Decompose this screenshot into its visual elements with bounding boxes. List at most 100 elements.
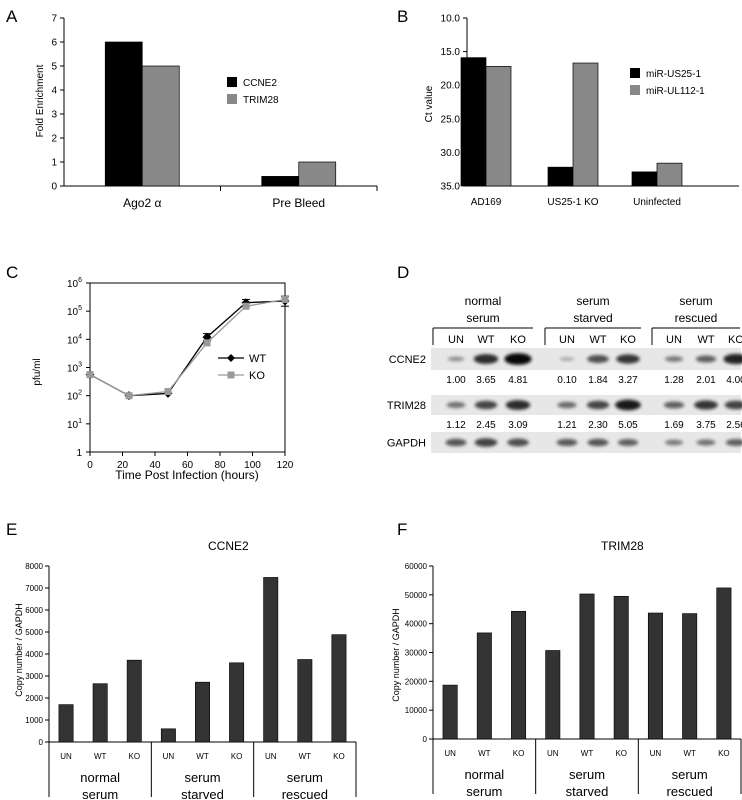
y-tick-label: 1 — [76, 448, 82, 459]
y-tick-label: 2 — [51, 134, 57, 145]
x-tick-label: 20 — [117, 460, 129, 471]
chart-e-ylabel: Copy number / GAPDH — [14, 603, 24, 697]
x-tick-label: WT — [683, 749, 696, 758]
bar — [160, 728, 176, 743]
band-value: 1.12 — [446, 420, 466, 431]
y-tick-label: 0 — [423, 735, 428, 744]
band-value: 2.01 — [696, 375, 716, 386]
blot-membrane — [431, 432, 741, 453]
chart-c-xlabel: Time Post Infection (hours) — [115, 468, 259, 482]
blot-band — [446, 401, 466, 409]
bar — [647, 612, 663, 740]
group-label: serum — [679, 294, 712, 308]
blot-label: TRIM28 — [387, 400, 426, 412]
y-tick-label: 0 — [39, 738, 44, 747]
y-tick-label: 35.0 — [441, 182, 461, 193]
legend-swatch — [630, 68, 640, 78]
y-tick-label: 30.0 — [441, 148, 461, 159]
x-tick-label: UN — [163, 752, 175, 761]
panel-letter-a: A — [6, 7, 18, 26]
blot-band — [559, 357, 575, 361]
lane-label: WT — [589, 334, 606, 346]
y-tick-label: 3 — [51, 110, 57, 121]
x-tick-label: UN — [650, 749, 662, 758]
panel-letter-d: D — [397, 263, 409, 282]
legend-swatch — [630, 85, 640, 95]
bar — [126, 659, 142, 743]
y-tick-label: 6 — [51, 38, 57, 49]
blot-band — [587, 438, 609, 447]
band-value: 3.65 — [476, 375, 496, 386]
group-label: normal — [464, 767, 504, 782]
blot-membrane — [431, 348, 741, 370]
band-value: 4.81 — [508, 375, 528, 386]
lane-label: WT — [697, 334, 714, 346]
data-point — [86, 371, 94, 379]
bar — [716, 587, 732, 740]
legend-marker — [227, 354, 235, 362]
panel-letter-f: F — [397, 520, 407, 539]
blot-band — [587, 355, 609, 363]
lane-label: KO — [728, 334, 742, 346]
band-value: 4.00 — [726, 375, 742, 386]
group-label: starved — [181, 787, 224, 800]
group-label: normal — [80, 770, 120, 785]
data-point — [281, 295, 289, 303]
blot-label: CCNE2 — [389, 354, 426, 366]
blot-band — [615, 399, 641, 411]
panel-letter-b: B — [397, 7, 408, 26]
x-tick-label: Ago2 α — [123, 196, 161, 210]
band-value: 1.84 — [588, 375, 608, 386]
blot-band — [473, 354, 499, 364]
x-tick-label: KO — [333, 752, 345, 761]
bar — [442, 684, 458, 740]
x-tick-label: US25-1 KO — [547, 197, 598, 208]
x-tick-label: KO — [128, 752, 140, 761]
x-tick-label: 0 — [87, 460, 93, 471]
data-point — [242, 302, 250, 310]
y-tick-label: 104 — [67, 333, 82, 346]
bar — [511, 610, 527, 740]
group-label: rescued — [282, 787, 328, 800]
bar — [141, 65, 180, 187]
y-tick-label: 4000 — [25, 650, 43, 659]
y-tick-label: 5 — [51, 62, 57, 73]
x-tick-label: UN — [444, 749, 456, 758]
group-label: serum — [576, 294, 609, 308]
group-label: serum — [82, 787, 118, 800]
bar — [58, 704, 74, 743]
chart-f: 0 10000 20000 30000 40000 50000 60000 UN WT KO UN W… — [405, 562, 742, 799]
legend-swatch — [227, 77, 237, 87]
chart-f-title: TRIM28 — [601, 539, 644, 553]
legend-label: TRIM28 — [243, 95, 279, 106]
blot-band — [616, 354, 640, 364]
blot-band — [474, 438, 498, 447]
y-tick-label: 4 — [51, 86, 57, 97]
y-tick-label: 1000 — [25, 716, 43, 725]
y-tick-label: 10.0 — [441, 14, 461, 25]
x-tick-label: 80 — [214, 460, 226, 471]
x-tick-label: 40 — [149, 460, 161, 471]
y-tick-label: 101 — [67, 418, 82, 431]
group-label: serum — [569, 767, 605, 782]
y-tick-label: 7 — [51, 14, 57, 25]
y-tick-label: 5000 — [25, 628, 43, 637]
group-label: serum — [184, 770, 220, 785]
y-tick-label: 20.0 — [441, 81, 461, 92]
x-tick-label: WT — [478, 749, 491, 758]
x-tick-label: KO — [513, 749, 525, 758]
bar — [476, 632, 492, 740]
blot-membrane — [431, 395, 741, 415]
group-label: starved — [573, 311, 612, 325]
blot-band — [556, 438, 578, 447]
bar — [545, 650, 561, 740]
blot-band — [695, 355, 717, 363]
x-tick-label: KO — [231, 752, 243, 761]
blot-band — [507, 438, 529, 447]
lane-label: KO — [620, 334, 636, 346]
y-tick-label: 0 — [51, 182, 57, 193]
y-tick-label: 8000 — [25, 562, 43, 571]
blot-band — [447, 356, 465, 362]
band-value: 3.27 — [618, 375, 638, 386]
